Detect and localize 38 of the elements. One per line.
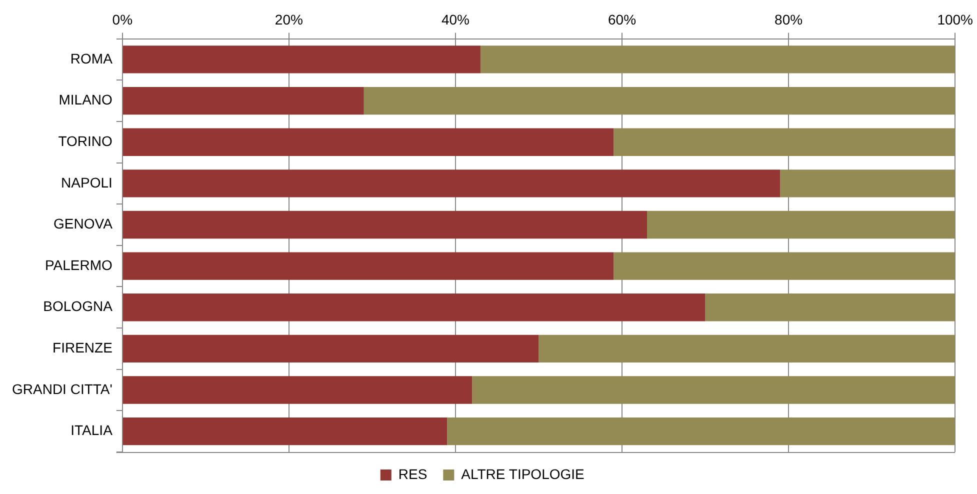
bar — [122, 86, 364, 115]
bar — [647, 210, 956, 239]
bar — [614, 252, 956, 280]
y-tick-label: ROMA — [70, 50, 114, 66]
y-tick-label: ITALIA — [70, 422, 114, 438]
y-tick-label: BOLOGNA — [43, 298, 114, 314]
bar — [472, 376, 956, 404]
y-tick-label: MILANO — [58, 92, 113, 108]
bar — [122, 170, 780, 198]
bar — [122, 376, 472, 404]
x-tick-label: 100% — [937, 11, 974, 28]
x-tick-label: 40% — [441, 11, 470, 28]
y-tick-label: TORINO — [58, 132, 113, 149]
x-tick-label: 0% — [112, 11, 133, 28]
bar — [122, 418, 448, 446]
bar — [705, 294, 956, 322]
bar — [480, 46, 956, 74]
bar — [122, 252, 614, 280]
legend-label: RES — [398, 466, 428, 482]
bar — [122, 294, 706, 322]
y-tick-label: PALERMO — [44, 256, 113, 273]
y-tick-label: NAPOLI — [61, 174, 112, 190]
y-tick-label: GENOVA — [54, 216, 114, 232]
bar — [538, 334, 956, 363]
bar — [122, 334, 539, 363]
legend-label: ALTRE TIPOLOGIE — [461, 466, 584, 482]
bar — [364, 86, 956, 115]
bar — [447, 418, 956, 446]
bar — [122, 210, 648, 239]
y-tick-label: GRANDI CITTA' — [12, 380, 112, 397]
x-tick-label: 20% — [274, 11, 303, 28]
x-tick-label: 60% — [608, 11, 636, 28]
bar — [780, 170, 956, 198]
bar — [614, 128, 956, 156]
bar — [122, 46, 480, 74]
y-tick-label: FIRENZE — [52, 340, 112, 356]
bar — [122, 128, 614, 156]
x-tick-label: 80% — [774, 11, 803, 28]
